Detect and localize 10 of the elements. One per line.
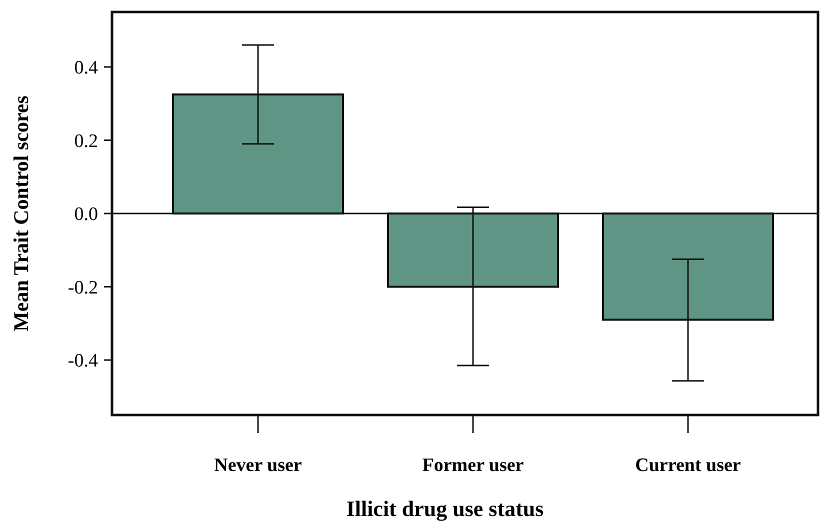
y-tick-label: 0.4 [74,58,98,79]
y-tick-label: 0.2 [74,130,98,152]
x-tick-label: Current user [635,455,742,476]
y-tick-label: -0.2 [68,277,98,298]
x-axis-title: Illicit drug use status [346,496,544,521]
y-tick-label: -0.4 [68,350,98,372]
x-tick-label: Former user [422,455,524,476]
x-tick-label: Never user [214,455,302,476]
y-tick-label: 0.0 [74,204,98,226]
y-axis-title: Mean Trait Control scores [9,96,33,332]
